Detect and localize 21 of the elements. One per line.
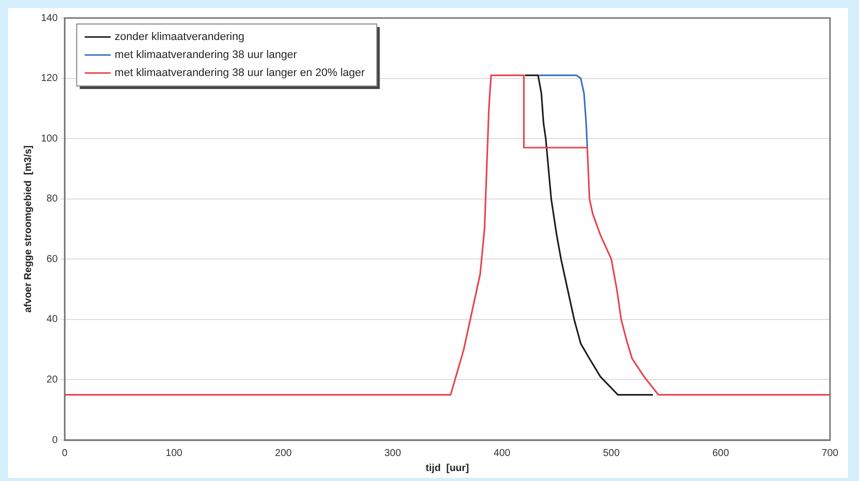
y-tick-label: 40 (46, 314, 58, 326)
legend-label: met klimaatverandering 38 uur langer en 20% lager (114, 67, 366, 80)
x-axis-title: tijd [uur] (426, 462, 470, 474)
y-tick-label: 80 (46, 194, 58, 205)
y-axis-title: afvoer Regge stroomgebied [m3/s] (22, 145, 34, 313)
y-tick-label: 140 (40, 12, 58, 24)
legend-label: met klimaatverandering 38 uur langer (114, 49, 298, 62)
x-tick-label: 400 (494, 448, 511, 459)
y-tick-label: 120 (40, 73, 58, 84)
y-tick-label: 20 (46, 374, 58, 386)
x-tick-label: 500 (602, 448, 620, 459)
x-tick-label: 600 (712, 448, 730, 459)
x-tick-label: 300 (384, 448, 402, 459)
x-tick-label: 200 (275, 448, 292, 459)
y-tick-label: 0 (52, 434, 58, 446)
x-tick-label: 100 (166, 448, 183, 459)
y-tick-label: 100 (40, 133, 58, 144)
x-tick-label: 700 (822, 448, 839, 459)
x-tick-label: 0 (62, 448, 68, 459)
legend-label: zonder klimaatverandering (114, 31, 244, 44)
y-tick-label: 60 (46, 254, 58, 265)
